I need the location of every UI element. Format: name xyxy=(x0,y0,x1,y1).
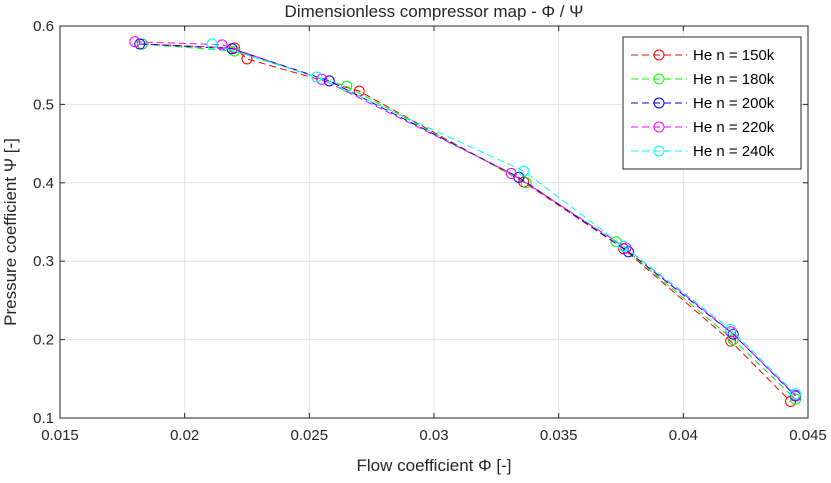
legend-marker-4 xyxy=(653,121,665,133)
y-tick-label: 0.2 xyxy=(33,332,54,349)
series-5-point xyxy=(725,323,737,335)
series-line-4 xyxy=(134,41,796,396)
x-tick-label: 0.015 xyxy=(41,427,79,444)
x-tick-label: 0.035 xyxy=(540,427,578,444)
legend-label-5: He n = 240k xyxy=(693,143,775,160)
series-5-point xyxy=(790,388,802,400)
series-4-point xyxy=(725,326,737,338)
legend: He n = 150k He n = 180k He n = 200k He n = … xyxy=(622,36,802,170)
series-3-point xyxy=(323,75,335,87)
legend-label-1: He n = 150k xyxy=(693,47,775,64)
legend-label-3: He n = 200k xyxy=(693,95,775,112)
x-axis-label: Flow coefficient Φ [-] xyxy=(357,456,512,475)
legend-label-2: He n = 180k xyxy=(693,71,775,88)
series-5-point xyxy=(617,240,629,252)
x-tick-label: 0.04 xyxy=(669,427,698,444)
chart-title: Dimensionless compressor map - Φ / Ψ xyxy=(285,2,584,21)
series-5-point xyxy=(206,38,218,50)
legend-marker-5 xyxy=(653,145,665,157)
series-line-1 xyxy=(142,43,791,402)
x-tick-label: 0.03 xyxy=(419,427,448,444)
x-tick-label: 0.02 xyxy=(170,427,199,444)
y-tick-label: 0.4 xyxy=(33,175,54,192)
series-1-point xyxy=(725,335,737,347)
legend-marker-3 xyxy=(653,97,665,109)
series-4-point xyxy=(316,73,328,85)
series-4-point xyxy=(129,36,141,48)
legend-label-4: He n = 220k xyxy=(693,119,775,136)
axes-box xyxy=(59,25,809,419)
x-tick-label: 0.025 xyxy=(291,427,329,444)
series-2-point xyxy=(136,38,148,50)
x-tick-label: 0.045 xyxy=(789,427,827,444)
series-4-point xyxy=(505,167,517,179)
series-4-point xyxy=(620,242,632,254)
legend-box xyxy=(622,36,802,170)
y-tick-label: 0.1 xyxy=(33,410,54,427)
series-5-point xyxy=(518,165,530,177)
series-3-point xyxy=(134,38,146,50)
y-axis-label: Pressure coefficient Ψ [-] xyxy=(1,138,20,326)
legend-marker-2 xyxy=(653,73,665,85)
series-2-point xyxy=(790,393,802,405)
y-tick-label: 0.5 xyxy=(33,96,54,113)
series-5-point xyxy=(311,71,323,83)
series-line-5 xyxy=(211,43,796,395)
legend-marker-1 xyxy=(653,49,665,61)
y-tick-label: 0.3 xyxy=(33,253,54,270)
series-2-point xyxy=(520,177,532,189)
y-tick-label: 0.6 xyxy=(33,18,54,35)
